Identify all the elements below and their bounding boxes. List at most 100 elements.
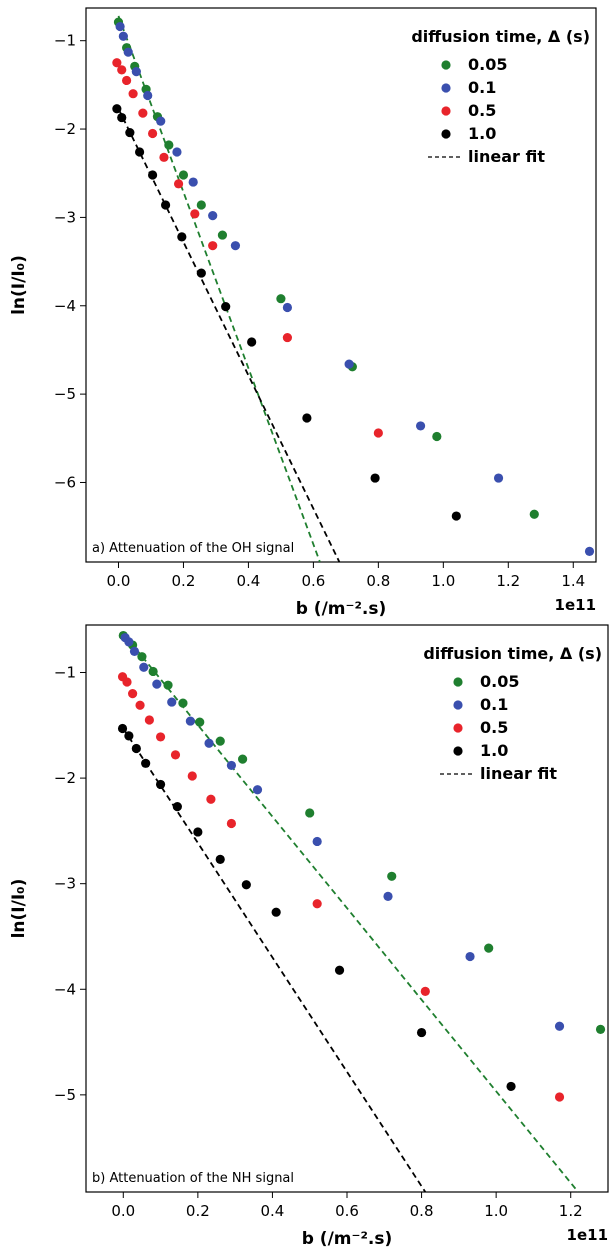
data-point	[172, 147, 182, 157]
data-point	[241, 880, 251, 890]
legend-marker-0.1	[453, 700, 463, 710]
data-point	[208, 241, 218, 251]
data-point	[138, 108, 148, 118]
data-point	[465, 951, 475, 962]
data-point	[131, 743, 141, 754]
y-tick-label: −4	[54, 297, 76, 315]
series-0.05	[118, 630, 606, 1034]
data-point	[137, 652, 147, 662]
legend-marker-1.0	[441, 129, 451, 139]
data-point	[305, 808, 315, 818]
data-point	[143, 90, 153, 101]
data-point	[170, 750, 181, 760]
data-point	[416, 1027, 427, 1038]
data-point	[312, 836, 322, 847]
chart-panel-a: 0.0 0.2 0.4 0.6 0.8 1.0 1.2 1.4 −1 −2 −3 −4 −5 −6 b (/…	[9, 7, 597, 619]
data-point	[147, 128, 158, 139]
data-point	[112, 58, 122, 68]
data-point	[276, 294, 286, 304]
data-point	[344, 359, 354, 369]
data-point	[135, 700, 145, 710]
data-point	[156, 116, 166, 126]
series-0.5	[112, 58, 383, 438]
series-0.1	[115, 21, 595, 556]
data-point	[226, 760, 237, 771]
legend: diffusion time, Δ (s) 0.05 0.1 0.5 1.0 linear…	[423, 644, 602, 783]
x-tick-label: 0.2	[172, 572, 196, 590]
legend-marker-0.5	[441, 106, 451, 116]
data-point	[595, 1024, 606, 1034]
x-tick-label: 0.0	[111, 1202, 135, 1220]
data-point	[129, 646, 140, 656]
y-axis-label: ln(I/I₀)	[9, 879, 29, 939]
data-point	[141, 758, 151, 768]
plot-area	[112, 15, 595, 562]
data-point	[155, 779, 166, 790]
data-point	[196, 200, 206, 210]
data-point	[252, 785, 263, 795]
x-axis-multiplier: 1e11	[555, 596, 596, 614]
data-point	[128, 689, 138, 699]
data-point	[373, 428, 383, 438]
fit-line-black	[122, 727, 427, 1192]
data-point	[188, 177, 198, 187]
legend-label-0.5: 0.5	[468, 101, 496, 120]
x-tick-label: 1.0	[484, 1202, 508, 1220]
data-point	[484, 943, 494, 953]
series-0.1	[120, 633, 565, 1031]
legend: diffusion time, Δ (s) 0.05 0.1 0.5 1.0 linear…	[411, 27, 590, 166]
legend-label-0.5: 0.5	[480, 718, 508, 737]
legend-label-1.0: 1.0	[468, 124, 496, 143]
x-tick-label: 0.2	[186, 1202, 210, 1220]
x-tick-label: 0.8	[410, 1202, 434, 1220]
legend-marker-0.1	[441, 83, 451, 93]
data-point	[117, 65, 127, 75]
data-point	[451, 511, 461, 521]
data-point	[159, 152, 169, 162]
x-tick-label: 1.4	[561, 572, 585, 590]
data-point	[506, 1081, 516, 1092]
plot-area	[117, 630, 606, 1192]
data-point	[271, 907, 281, 917]
data-point	[206, 794, 216, 804]
legend-label-0.1: 0.1	[468, 78, 496, 97]
data-point	[334, 965, 345, 975]
legend-marker-0.05	[453, 677, 463, 687]
data-point	[185, 716, 195, 726]
data-point	[312, 899, 322, 909]
y-tick-label: −3	[54, 208, 76, 226]
data-point	[122, 75, 132, 86]
x-tick-label: 0.4	[236, 572, 260, 590]
data-point	[118, 31, 128, 41]
data-point	[208, 211, 218, 221]
data-point	[178, 170, 189, 180]
data-point	[554, 1021, 565, 1031]
data-point	[125, 127, 135, 138]
y-axis-label: ln(I/I₀)	[9, 255, 29, 315]
data-point	[387, 871, 397, 881]
data-point	[226, 818, 237, 829]
data-point	[196, 268, 206, 278]
data-point	[415, 421, 426, 431]
x-tick-label: 0.0	[107, 572, 131, 590]
data-point	[193, 827, 203, 837]
data-point	[124, 731, 134, 741]
data-point	[139, 662, 149, 672]
data-point	[144, 715, 154, 725]
data-point	[370, 473, 380, 483]
data-point	[128, 89, 138, 99]
data-point	[134, 147, 145, 157]
data-point	[122, 677, 132, 687]
y-tick-label: −6	[54, 473, 76, 491]
data-point	[432, 431, 442, 442]
data-point	[383, 891, 393, 901]
x-tick-label: 0.4	[260, 1202, 284, 1220]
data-point	[148, 666, 158, 677]
data-point	[163, 680, 173, 690]
data-point	[160, 200, 171, 210]
x-axis-label: b (/m⁻².s)	[296, 599, 387, 619]
y-tick-label: −5	[54, 1086, 76, 1104]
legend-marker-0.5	[453, 723, 463, 733]
data-point	[124, 637, 134, 647]
legend-label-0.05: 0.05	[468, 55, 507, 74]
